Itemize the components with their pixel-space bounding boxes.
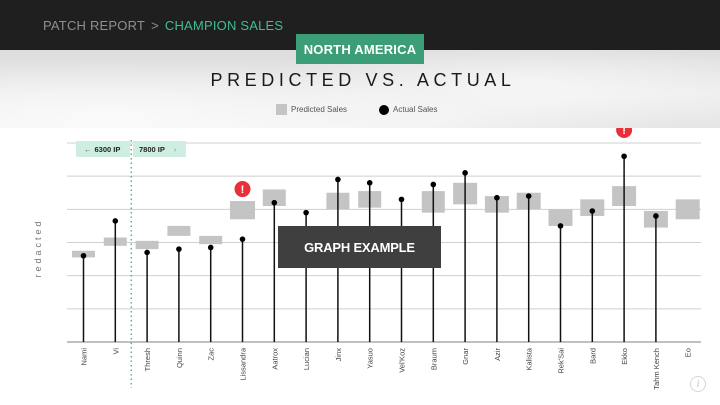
x-tick-label: Aatrox <box>270 348 279 370</box>
legend-label-predicted: Predicted Sales <box>291 105 348 114</box>
predicted-bar <box>262 189 286 207</box>
x-tick-label: Rek'Sai <box>557 348 566 374</box>
x-tick-label: Braum <box>429 348 438 370</box>
legend-swatch-predicted <box>276 104 287 115</box>
alert-icon-glyph: ! <box>241 184 245 196</box>
x-tick-label: Lissandra <box>239 347 248 380</box>
predicted-bar <box>135 240 159 250</box>
chart-legend: Predicted Sales Actual Sales <box>276 104 438 115</box>
x-tick-label: Eo <box>684 348 693 357</box>
sales-chart: !! Nami Vi Thresh Quinn Zac Lissandra Aatrox Luc… <box>67 128 701 390</box>
predicted-bar <box>199 235 223 245</box>
actual-point <box>271 199 278 206</box>
breadcrumb: PATCH REPORT > CHAMPION SALES <box>43 18 283 33</box>
x-tick-label: Bard <box>588 348 597 364</box>
actual-point <box>525 193 532 199</box>
legend-label-actual: Actual Sales <box>393 105 438 114</box>
x-tick-label: Jinx <box>334 348 343 362</box>
x-tick-label: Gnar <box>461 348 470 365</box>
chart-title: PREDICTED VS. ACTUAL <box>210 70 516 90</box>
legend-item-actual: Actual Sales <box>379 104 438 115</box>
predicted-bar <box>580 199 605 216</box>
legend-dot-actual <box>379 104 390 115</box>
x-tick-label: Kalista <box>525 347 534 370</box>
ip-tag-7800-label: 7800 IP <box>139 144 165 154</box>
predicted-bar <box>167 225 191 236</box>
info-icon[interactable]: i <box>690 376 706 392</box>
x-tick-label: Vi <box>111 348 120 355</box>
actual-point <box>335 176 341 183</box>
actual-point <box>112 218 119 224</box>
alert-icon-glyph: ! <box>622 128 626 137</box>
actual-point <box>589 208 596 214</box>
arrow-left-icon: ← <box>84 144 92 154</box>
predicted-bar <box>230 201 255 220</box>
graph-example-overlay: GRAPH EXAMPLE <box>278 226 441 268</box>
actual-point <box>557 223 564 229</box>
ip-tag-6300[interactable]: ← 6300 IP <box>76 141 130 157</box>
breadcrumb-champion-sales: CHAMPION SALES <box>164 17 284 33</box>
actual-point <box>207 244 214 251</box>
ip-tag-7800[interactable]: 7800 IP › <box>133 141 186 157</box>
actual-point <box>398 196 405 203</box>
x-tick-label: Thresh <box>143 348 152 371</box>
x-tick-label: Tahm Kench <box>652 348 661 390</box>
legend-item-predicted: Predicted Sales <box>276 104 347 115</box>
x-tick-label: Zac <box>207 348 216 361</box>
predicted-bar <box>548 209 573 226</box>
breadcrumb-patch-report[interactable]: PATCH REPORT <box>43 17 146 33</box>
actual-point <box>176 246 182 252</box>
actual-point <box>366 180 373 186</box>
actual-point <box>144 249 150 256</box>
x-tick-label: Yasuo <box>366 348 375 369</box>
predicted-bar <box>675 199 700 220</box>
actual-point <box>653 213 659 219</box>
actual-point <box>494 194 500 201</box>
breadcrumb-separator: > <box>151 17 159 33</box>
x-tick-label: Vel'Koz <box>398 348 407 373</box>
actual-point <box>303 209 309 216</box>
x-tick-label: Nami <box>80 348 89 366</box>
header-banner <box>0 50 720 128</box>
x-tick-label: Ekko <box>620 348 629 365</box>
actual-point <box>621 153 627 160</box>
x-tick-label: Quinn <box>175 348 184 368</box>
region-badge[interactable]: NORTH AMERICA <box>296 34 424 64</box>
alert-icon[interactable] <box>616 128 633 138</box>
x-tick-label: Azir <box>493 348 502 361</box>
actual-point <box>239 236 246 242</box>
ip-tag-6300-label: 6300 IP <box>94 144 121 154</box>
x-tick-label: Lucian <box>302 348 311 370</box>
alert-icon[interactable] <box>234 181 251 198</box>
actual-point <box>430 181 437 188</box>
actual-point <box>80 252 87 259</box>
actual-point <box>462 170 468 176</box>
arrow-right-icon: › <box>173 144 177 154</box>
